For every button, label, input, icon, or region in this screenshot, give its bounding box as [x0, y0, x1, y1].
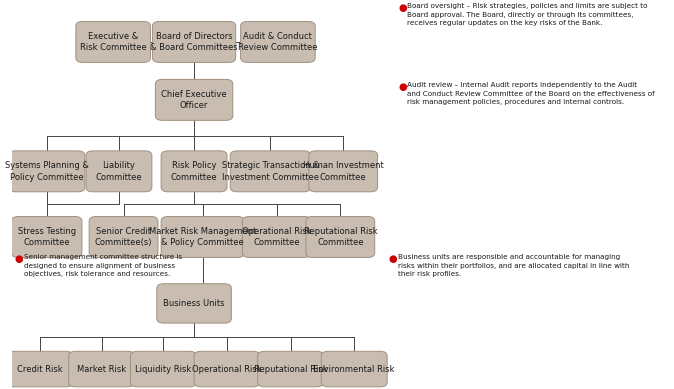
Text: Credit Risk: Credit Risk	[17, 364, 63, 373]
Text: Environmental Risk: Environmental Risk	[313, 364, 395, 373]
FancyBboxPatch shape	[76, 21, 150, 62]
Text: ●: ●	[398, 82, 407, 93]
Text: Stress Testing
Committee: Stress Testing Committee	[18, 227, 75, 247]
Text: Senior Credit
Committee(s): Senior Credit Committee(s)	[95, 227, 152, 247]
Text: ●: ●	[15, 254, 24, 265]
FancyBboxPatch shape	[89, 217, 158, 258]
Text: Senior management committee structure is
designed to ensure alignment of busines: Senior management committee structure is…	[24, 254, 183, 277]
FancyBboxPatch shape	[152, 21, 236, 62]
Text: Board oversight – Risk strategies, policies and limits are subject to
Board appr: Board oversight – Risk strategies, polic…	[407, 4, 648, 26]
FancyBboxPatch shape	[161, 217, 245, 258]
FancyBboxPatch shape	[306, 217, 375, 258]
Text: Business Units: Business Units	[163, 299, 225, 308]
Text: Reputational Risk
Committee: Reputational Risk Committee	[303, 227, 377, 247]
Text: Operational Risk: Operational Risk	[192, 364, 262, 373]
FancyBboxPatch shape	[131, 351, 196, 387]
FancyBboxPatch shape	[7, 351, 73, 387]
Text: Strategic Transaction &
Investment Committee: Strategic Transaction & Investment Commi…	[222, 161, 319, 182]
Text: Systems Planning &
Policy Committee: Systems Planning & Policy Committee	[5, 161, 88, 182]
FancyBboxPatch shape	[155, 79, 233, 120]
Text: Market Risk: Market Risk	[77, 364, 126, 373]
FancyBboxPatch shape	[321, 351, 387, 387]
Text: Liability
Committee: Liability Committee	[96, 161, 142, 182]
Text: ●: ●	[398, 4, 407, 13]
Text: Risk Policy
Committee: Risk Policy Committee	[171, 161, 218, 182]
FancyBboxPatch shape	[243, 217, 311, 258]
Text: Business units are responsible and accountable for managing
risks within their p: Business units are responsible and accou…	[398, 254, 630, 277]
FancyBboxPatch shape	[257, 351, 324, 387]
Text: Reputational Risk: Reputational Risk	[254, 364, 328, 373]
Text: Chief Executive
Officer: Chief Executive Officer	[161, 89, 227, 110]
FancyBboxPatch shape	[86, 151, 152, 192]
FancyBboxPatch shape	[241, 21, 315, 62]
FancyBboxPatch shape	[11, 217, 82, 258]
FancyBboxPatch shape	[69, 351, 135, 387]
Text: Executive &
Risk Committee: Executive & Risk Committee	[80, 32, 146, 52]
FancyBboxPatch shape	[157, 284, 231, 323]
Text: Board of Directors
& Board Committees: Board of Directors & Board Committees	[150, 32, 238, 52]
FancyBboxPatch shape	[161, 151, 227, 192]
FancyBboxPatch shape	[231, 151, 311, 192]
Text: Audit & Conduct
Review Committee: Audit & Conduct Review Committee	[238, 32, 317, 52]
Text: Human Investment
Committee: Human Investment Committee	[303, 161, 384, 182]
FancyBboxPatch shape	[309, 151, 377, 192]
Text: Liquidity Risk: Liquidity Risk	[135, 364, 191, 373]
Text: Market Risk Management
& Policy Committee: Market Risk Management & Policy Committe…	[149, 227, 256, 247]
Text: Audit review – Internal Audit reports independently to the Audit
and Conduct Rev: Audit review – Internal Audit reports in…	[407, 82, 655, 105]
FancyBboxPatch shape	[194, 351, 260, 387]
Text: ●: ●	[389, 254, 398, 265]
Text: Operational Risk
Committee: Operational Risk Committee	[242, 227, 311, 247]
FancyBboxPatch shape	[9, 151, 85, 192]
